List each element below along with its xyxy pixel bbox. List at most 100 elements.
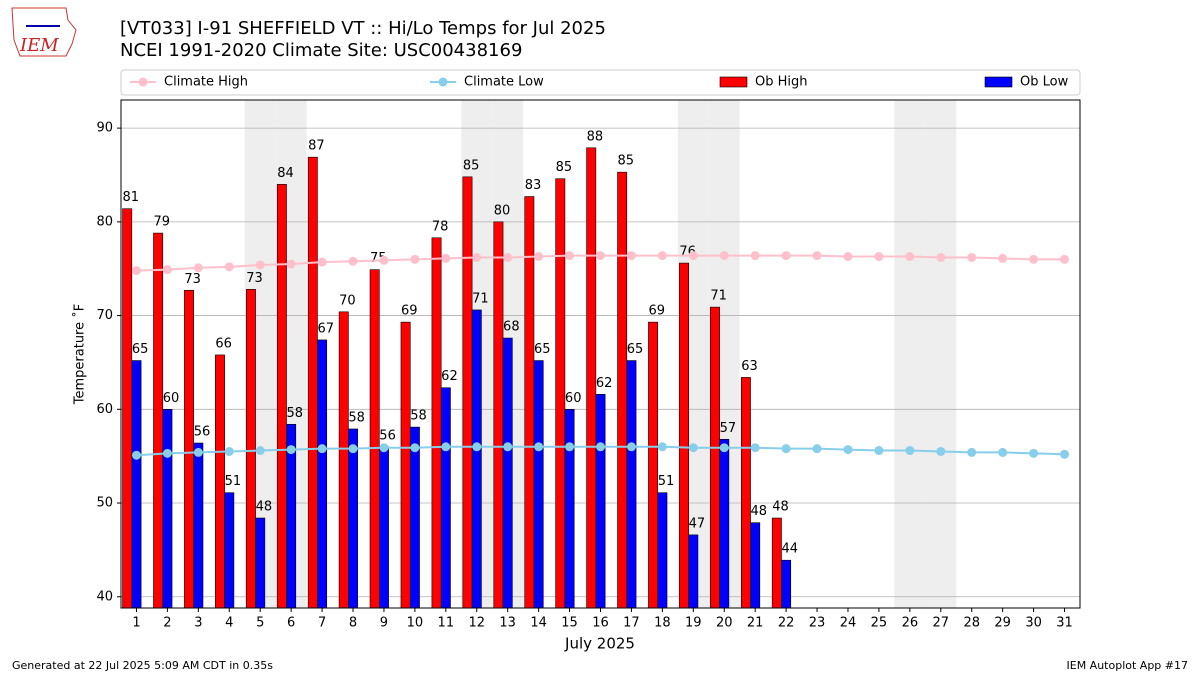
climate-point bbox=[905, 446, 915, 456]
bar bbox=[122, 208, 133, 609]
bar bbox=[409, 426, 420, 609]
bar-value-label: 69 bbox=[401, 304, 418, 319]
climate-point bbox=[441, 253, 451, 263]
y-axis-label: Temperature ˚F bbox=[72, 304, 88, 405]
bar bbox=[626, 360, 637, 609]
bar-value-label: 51 bbox=[658, 474, 675, 489]
bar-value-label: 65 bbox=[132, 342, 149, 357]
climate-point bbox=[193, 447, 203, 457]
x-tick-label: 1 bbox=[132, 616, 140, 631]
bar-value-label: 60 bbox=[565, 391, 582, 406]
bar bbox=[679, 262, 689, 609]
logo-outline bbox=[11, 7, 77, 57]
climate-point bbox=[1060, 254, 1070, 264]
bar bbox=[493, 221, 504, 609]
climate-point bbox=[410, 443, 420, 453]
bar bbox=[617, 171, 628, 609]
y-tick-label: 70 bbox=[96, 308, 113, 323]
x-tick-label: 8 bbox=[349, 616, 357, 631]
logo-text: IEM bbox=[19, 35, 59, 56]
bar bbox=[317, 339, 328, 609]
climate-point bbox=[162, 265, 172, 275]
bar-value-label: 79 bbox=[153, 215, 170, 230]
climate-point bbox=[998, 253, 1008, 263]
bar-value-label: 69 bbox=[648, 304, 665, 319]
climate-point bbox=[379, 255, 389, 265]
climate-point bbox=[224, 446, 234, 456]
bar-value-label: 70 bbox=[339, 293, 356, 308]
bar bbox=[648, 321, 659, 609]
bar-value-label: 48 bbox=[256, 500, 273, 515]
climate-point bbox=[441, 442, 451, 452]
bar-value-label: 47 bbox=[689, 516, 706, 531]
x-tick-label: 26 bbox=[902, 616, 919, 631]
climate-point bbox=[874, 446, 884, 456]
bar bbox=[688, 534, 699, 609]
legend-box bbox=[120, 69, 1081, 96]
climate-point bbox=[224, 262, 234, 272]
y-tick-label: 80 bbox=[96, 214, 113, 229]
bar bbox=[162, 408, 173, 609]
bar bbox=[379, 446, 389, 609]
climate-point bbox=[905, 252, 915, 262]
bar bbox=[215, 354, 225, 609]
climate-point bbox=[874, 252, 884, 262]
climate-point bbox=[936, 446, 946, 456]
bar-value-label: 58 bbox=[287, 406, 304, 421]
x-tick-label: 7 bbox=[318, 616, 326, 631]
climate-point bbox=[843, 252, 853, 262]
x-tick-label: 21 bbox=[747, 616, 764, 631]
climate-point bbox=[255, 446, 265, 456]
footer-right: IEM Autoplot App #17 bbox=[1067, 659, 1189, 672]
x-tick-label: 19 bbox=[685, 616, 702, 631]
y-tick-label: 60 bbox=[96, 402, 113, 417]
climate-point bbox=[317, 444, 327, 454]
y-tick-label: 50 bbox=[96, 496, 113, 511]
bar-value-label: 48 bbox=[751, 504, 768, 519]
bar-value-label: 58 bbox=[410, 409, 427, 424]
bar-value-label: 66 bbox=[215, 336, 232, 351]
bar bbox=[657, 492, 668, 609]
bar-value-label: 78 bbox=[432, 219, 449, 234]
bar bbox=[502, 337, 513, 609]
bar-value-label: 65 bbox=[534, 342, 551, 357]
bar-value-label: 62 bbox=[596, 376, 613, 391]
climate-point bbox=[596, 442, 605, 452]
bar-value-label: 85 bbox=[463, 158, 480, 173]
bar-value-label: 48 bbox=[772, 500, 789, 515]
bar bbox=[595, 394, 606, 609]
bar-value-label: 65 bbox=[627, 342, 644, 357]
climate-point bbox=[534, 252, 544, 262]
climate-point bbox=[131, 266, 141, 276]
climate-point bbox=[534, 442, 544, 452]
climate-point bbox=[719, 251, 729, 261]
x-tick-label: 24 bbox=[840, 616, 857, 631]
bar-value-label: 63 bbox=[741, 359, 758, 374]
climate-point bbox=[936, 252, 946, 262]
x-tick-label: 3 bbox=[194, 616, 202, 631]
x-tick-label: 20 bbox=[716, 616, 733, 631]
x-tick-label: 14 bbox=[530, 616, 547, 631]
climate-point bbox=[131, 450, 141, 460]
climate-point bbox=[750, 251, 760, 261]
climate-point bbox=[812, 444, 822, 454]
weekend-band bbox=[925, 100, 957, 608]
climate-point bbox=[565, 442, 575, 452]
climate-point bbox=[843, 445, 853, 455]
bar bbox=[348, 428, 358, 609]
climate-point bbox=[503, 252, 513, 262]
x-tick-label: 12 bbox=[468, 616, 485, 631]
legend-label: Ob High bbox=[755, 75, 808, 90]
logo: IEM bbox=[11, 7, 77, 57]
bar-value-label: 51 bbox=[225, 474, 242, 489]
climate-point bbox=[255, 260, 265, 270]
bar bbox=[245, 289, 256, 609]
climate-point bbox=[162, 448, 172, 458]
x-tick-label: 30 bbox=[1025, 616, 1042, 631]
bar bbox=[369, 269, 380, 609]
bar bbox=[586, 147, 597, 609]
x-axis-label: July 2025 bbox=[564, 635, 635, 653]
bar bbox=[184, 289, 194, 609]
x-tick-label: 9 bbox=[380, 616, 388, 631]
